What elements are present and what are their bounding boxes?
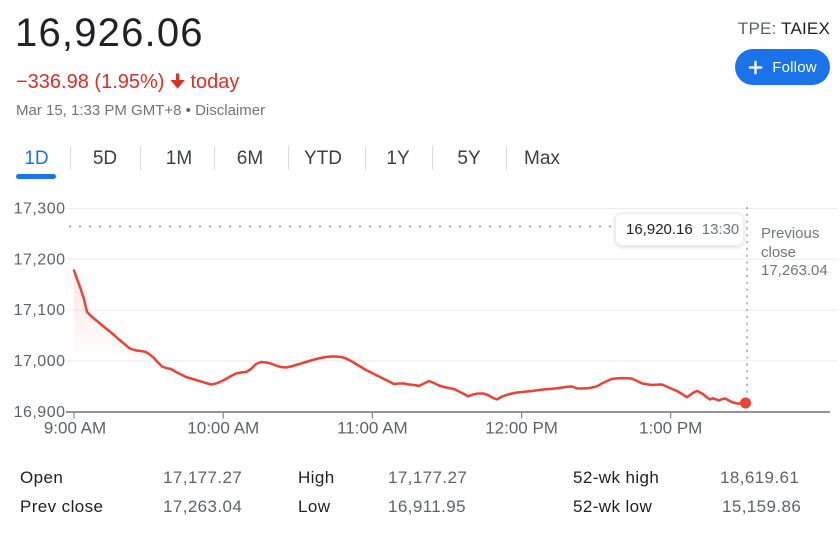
svg-text:10:00 AM: 10:00 AM [187,419,259,438]
svg-text:9:00 AM: 9:00 AM [44,419,106,438]
svg-text:17,200: 17,200 [14,251,66,268]
svg-text:1:00 PM: 1:00 PM [639,419,702,438]
svg-text:11:00 AM: 11:00 AM [337,419,408,438]
svg-text:12:00 PM: 12:00 PM [485,419,558,438]
svg-text:17,000: 17,000 [14,353,66,370]
svg-text:17,100: 17,100 [14,302,66,319]
svg-text:16,900: 16,900 [14,404,66,421]
svg-text:17,300: 17,300 [14,201,66,218]
